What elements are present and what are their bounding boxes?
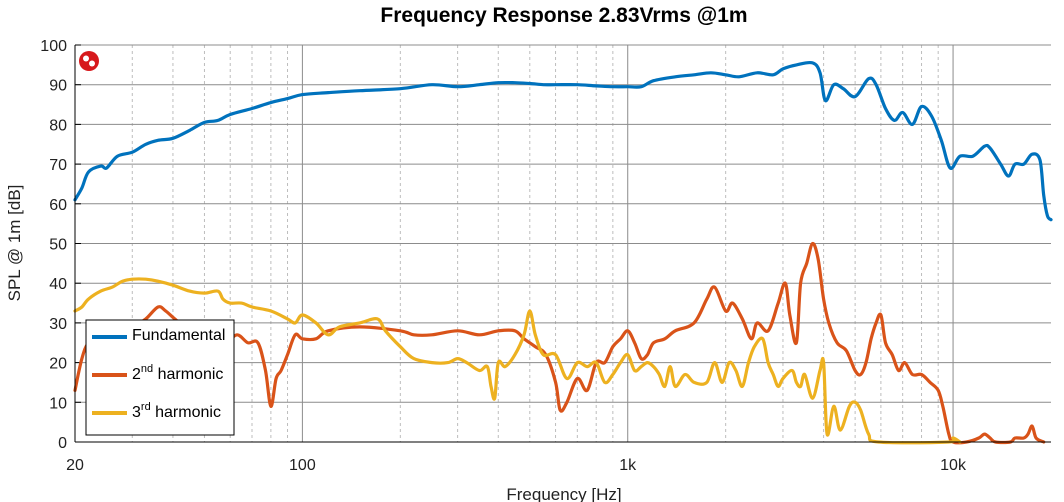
legend-box — [85, 319, 235, 436]
y-axis-ticks: 0 10 20 30 40 50 60 70 80 90 100 — [40, 38, 81, 452]
series-line-fundamental — [73, 60, 1053, 222]
brand-logo-icon — [79, 51, 99, 71]
y-tick-label: 80 — [49, 117, 67, 134]
major-gridlines — [75, 44, 1051, 442]
y-tick-label: 20 — [49, 356, 67, 373]
legend-entry-fundamental: Fundamental — [132, 327, 225, 344]
y-tick-label: 100 — [40, 38, 67, 55]
y-tick-label: 70 — [49, 157, 67, 174]
series-layer — [73, 60, 1053, 445]
y-tick-label: 50 — [49, 237, 67, 254]
series-line-2nd-harmonic — [73, 241, 1046, 445]
y-tick-label: 60 — [49, 197, 67, 214]
y-tick-label: 40 — [49, 276, 67, 293]
legend-entry-2nd-harmonic: 2nd harmonic — [132, 363, 223, 383]
x-tick-label: 100 — [289, 457, 316, 474]
y-tick-label: 10 — [49, 395, 67, 412]
y-axis-label: SPL @ 1m [dB] — [5, 185, 24, 302]
chart-title: Frequency Response 2.83Vrms @1m — [380, 4, 747, 27]
y-tick-label: 0 — [58, 435, 67, 452]
legend: Fundamental 2nd harmonic 3rd harmonic — [85, 319, 235, 436]
y-tick-label: 90 — [49, 78, 67, 95]
x-tick-label: 1k — [619, 457, 637, 474]
series-line-3rd-harmonic — [73, 277, 962, 445]
x-axis-ticks: 20 100 1k 10k — [66, 457, 967, 474]
x-tick-label: 10k — [940, 457, 967, 474]
legend-entry-3rd-harmonic: 3rd harmonic — [132, 401, 221, 421]
y-tick-label: 30 — [49, 316, 67, 333]
x-axis-label: Frequency [Hz] — [506, 485, 621, 502]
x-tick-label: 20 — [66, 457, 84, 474]
